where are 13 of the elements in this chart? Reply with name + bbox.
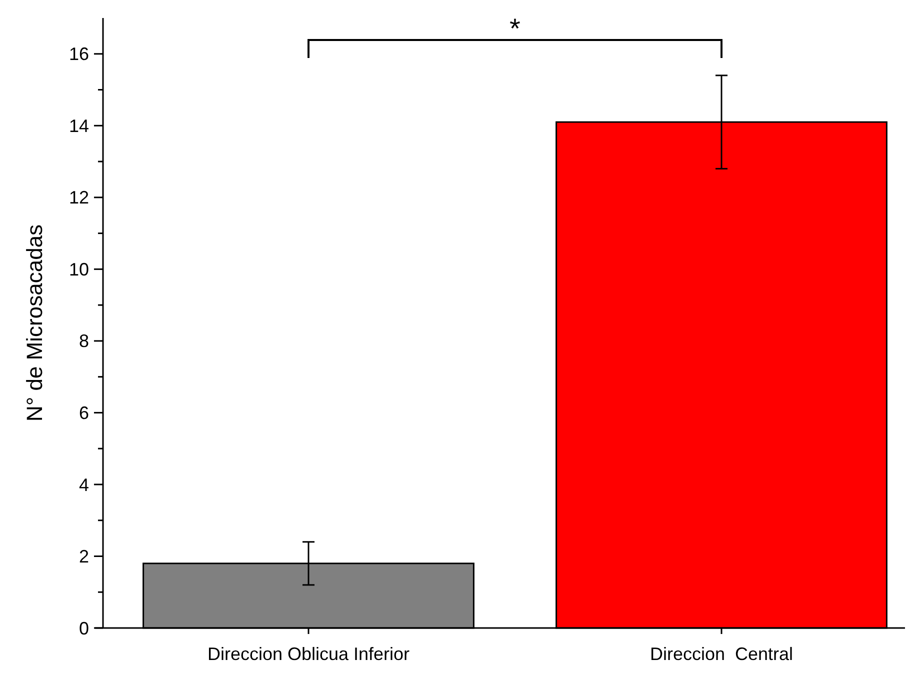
y-tick-label: 2 [78, 546, 89, 567]
y-axis-title: N° de Microsacadas [22, 224, 47, 422]
y-tick-label: 0 [78, 618, 89, 638]
annotation: * [510, 13, 521, 44]
y-tick-label: 8 [78, 331, 89, 352]
x-tick-label: Direccion Central [650, 644, 794, 664]
y-tick-label: 12 [68, 188, 89, 208]
x-tick-label: Direccion Oblicua Inferior [207, 644, 410, 664]
y-tick-label: 14 [68, 116, 89, 136]
y-tick-label: 6 [78, 403, 89, 424]
y-tick-label: 4 [78, 474, 89, 495]
y-tick-label: 16 [68, 44, 89, 64]
y-tick-label: 10 [68, 259, 89, 280]
